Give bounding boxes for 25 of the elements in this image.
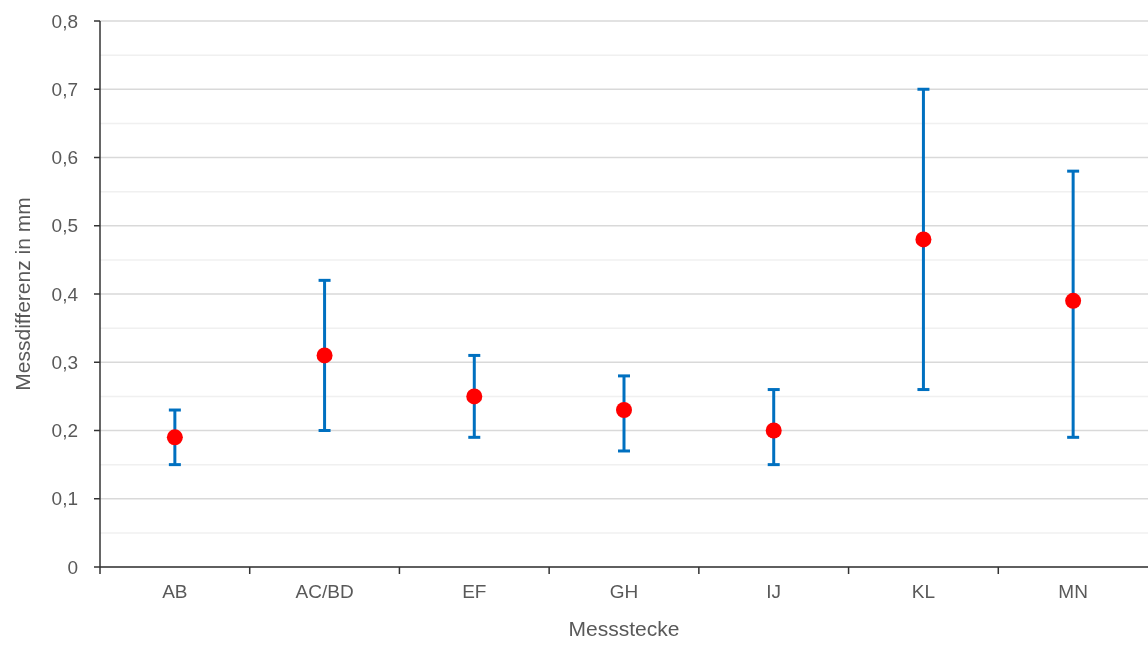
point xyxy=(915,231,932,248)
x-tick-label: KL xyxy=(911,581,936,602)
x-axis-title: Messstecke xyxy=(568,617,680,640)
point xyxy=(316,347,333,364)
y-axis-title: Messdifferenz in mm xyxy=(11,197,34,391)
point xyxy=(166,429,183,446)
x-tick-label: MN xyxy=(1058,581,1088,602)
y-tick-label: 0,2 xyxy=(51,420,78,442)
point xyxy=(466,388,483,405)
y-tick-label: 0,4 xyxy=(51,283,79,305)
x-tick-label: IJ xyxy=(766,581,782,602)
y-tick-label: 0,6 xyxy=(51,147,78,169)
x-tick-label: EF xyxy=(462,581,487,602)
y-tick-label: 0,5 xyxy=(51,215,78,237)
y-tick-label: 0,1 xyxy=(51,488,78,510)
x-tick-label: AB xyxy=(162,581,188,602)
point xyxy=(1065,292,1082,309)
x-tick-label: AC/BD xyxy=(295,581,354,602)
y-tick-label: 0 xyxy=(67,556,78,578)
x-tick-label: GH xyxy=(609,581,639,602)
point xyxy=(765,422,782,439)
y-tick-label: 0,7 xyxy=(51,78,78,100)
point xyxy=(616,402,632,419)
y-tick-label: 0,3 xyxy=(51,351,78,373)
y-tick-label: 0,8 xyxy=(51,10,78,32)
